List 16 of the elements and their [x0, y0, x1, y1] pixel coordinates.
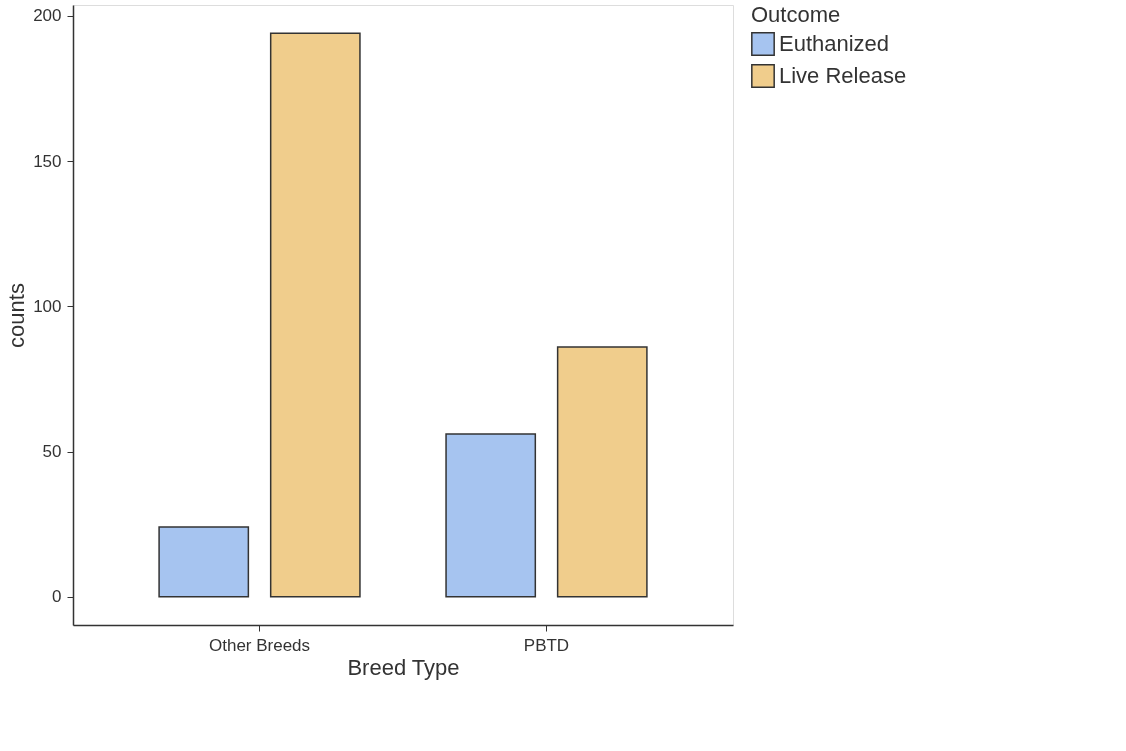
legend-title: Outcome	[751, 2, 841, 27]
bar	[445, 433, 537, 598]
y-axis-title: counts	[4, 283, 30, 348]
y-tick-label: 50	[42, 442, 62, 462]
x-axis-title: Breed Type	[347, 654, 460, 680]
legend-label: Euthanized	[779, 31, 890, 56]
y-tick-label: 0	[52, 587, 62, 607]
bar	[158, 526, 250, 598]
legend-label: Live Release	[779, 63, 907, 88]
x-tick-label: Other Breeds	[208, 635, 311, 655]
bar	[269, 32, 361, 598]
x-tick-label: PBTD	[523, 635, 570, 655]
y-tick-label: 150	[33, 151, 62, 171]
y-tick-label: 200	[33, 6, 62, 26]
bar	[556, 346, 648, 598]
y-tick-label: 100	[33, 296, 62, 316]
